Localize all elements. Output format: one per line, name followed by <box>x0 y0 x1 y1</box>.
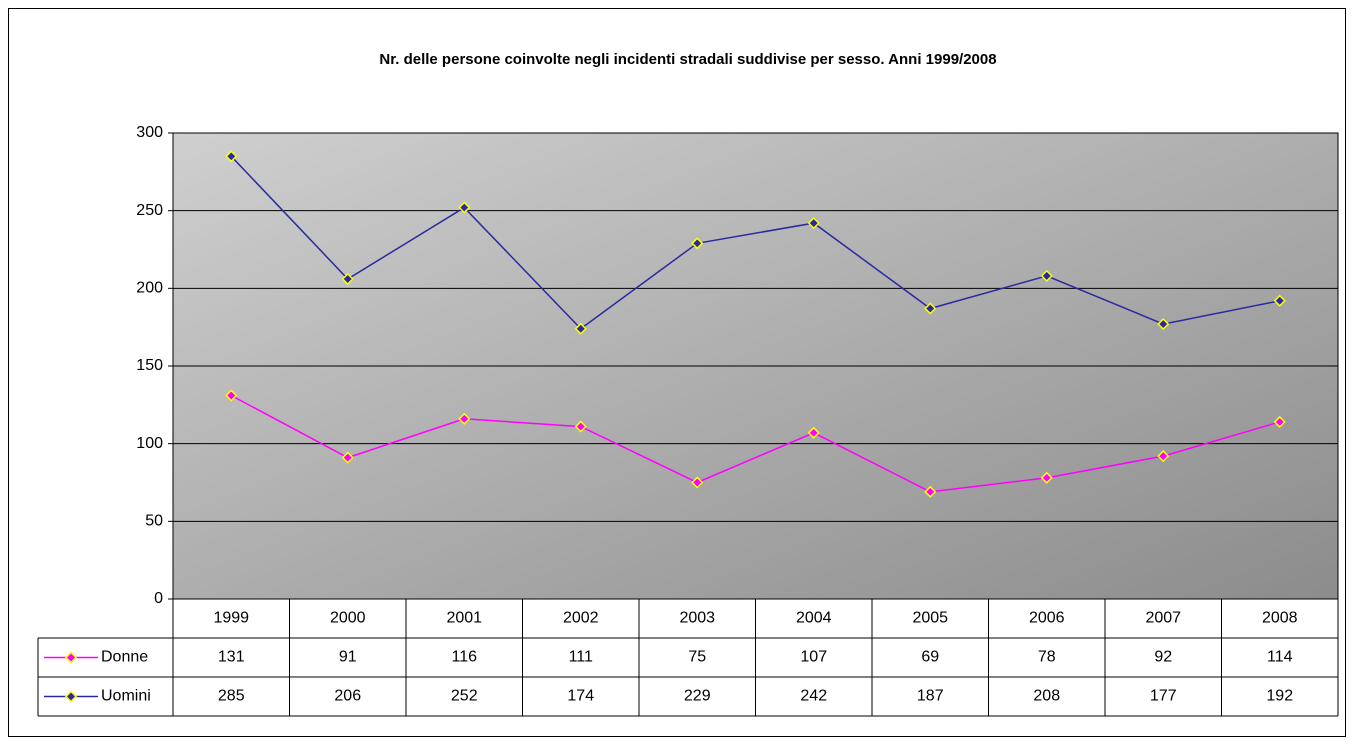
table-value: 114 <box>1267 649 1293 666</box>
table-value: 229 <box>684 688 711 705</box>
data-point <box>1157 450 1170 463</box>
x-tick-label: 1999 <box>213 610 249 627</box>
data-point <box>225 389 238 402</box>
series-line <box>230 155 1280 330</box>
chart-title: Nr. delle persone coinvolte negli incide… <box>379 51 996 68</box>
data-point <box>225 150 238 163</box>
x-tick-label: 2003 <box>679 610 715 627</box>
x-tick-label: 2005 <box>912 610 948 627</box>
x-tick-label: 2008 <box>1262 610 1298 627</box>
data-point <box>341 451 354 464</box>
data-point <box>341 272 354 286</box>
table-value: 192 <box>1266 688 1293 705</box>
x-tick-label: 2001 <box>446 610 482 627</box>
table-value: 111 <box>569 649 593 666</box>
table-value: 107 <box>800 649 827 666</box>
table-value: 78 <box>1038 649 1056 666</box>
legend-marker <box>64 651 78 664</box>
data-point <box>574 420 587 433</box>
x-tick-label: 2007 <box>1145 610 1181 627</box>
y-tick-label: 100 <box>136 435 163 452</box>
y-tick-label: 300 <box>136 124 163 141</box>
data-point <box>1273 415 1286 428</box>
legend-label: Donne <box>101 649 148 666</box>
data-point <box>691 476 704 489</box>
table-value: 242 <box>800 688 827 705</box>
data-point <box>1157 317 1170 331</box>
data-point <box>1040 269 1053 282</box>
data-point <box>924 485 937 498</box>
y-tick-label: 250 <box>136 202 163 219</box>
table-value: 208 <box>1033 688 1060 705</box>
data-point <box>807 217 820 230</box>
y-tick-label: 50 <box>145 513 163 530</box>
table-value: 91 <box>339 649 357 666</box>
table-value: 177 <box>1150 688 1177 705</box>
y-tick-label: 0 <box>154 590 163 607</box>
y-tick-label: 150 <box>136 357 163 374</box>
data-point <box>1273 294 1286 307</box>
x-tick-label: 2000 <box>330 610 366 627</box>
table-value: 174 <box>567 688 594 705</box>
data-point <box>807 426 820 439</box>
legend-label: Uomini <box>101 688 151 705</box>
data-point <box>691 237 704 250</box>
table-value: 92 <box>1154 649 1172 666</box>
x-tick-label: 2002 <box>563 610 599 627</box>
x-tick-label: 2006 <box>1029 610 1065 627</box>
table-value: 75 <box>688 649 706 666</box>
table-value: 252 <box>451 688 478 705</box>
data-point <box>458 201 471 214</box>
data-point <box>574 322 587 335</box>
y-tick-label: 200 <box>136 280 163 297</box>
series-line <box>230 394 1280 493</box>
data-point <box>458 412 471 425</box>
table-value: 69 <box>921 649 939 666</box>
table-value: 131 <box>218 649 245 666</box>
data-point <box>1040 471 1053 484</box>
table-value: 116 <box>451 649 477 666</box>
table-value: 187 <box>917 688 944 705</box>
x-tick-label: 2004 <box>796 610 832 627</box>
table-value: 285 <box>218 688 245 705</box>
data-point <box>924 302 937 315</box>
table-value: 206 <box>334 688 361 705</box>
legend-marker <box>64 690 78 703</box>
